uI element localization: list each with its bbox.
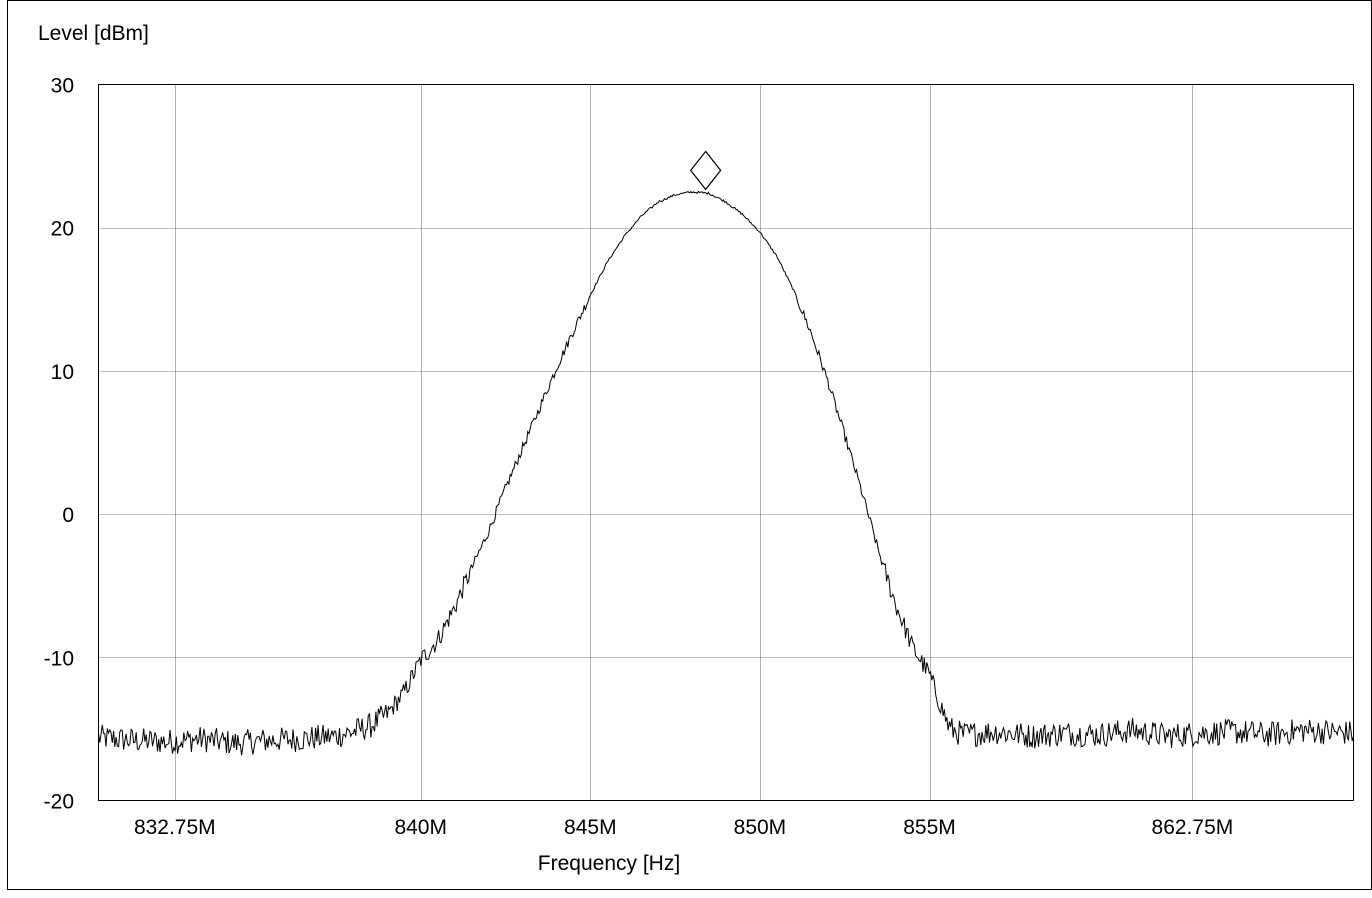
y-tick-label: 30	[51, 75, 74, 98]
y-tick-label: 10	[51, 361, 74, 384]
y-tick-label: 0	[62, 504, 74, 527]
x-tick-label: 840M	[394, 816, 447, 839]
x-tick-label: 845M	[564, 816, 617, 839]
outer-border	[7, 0, 1372, 890]
marker-layer	[689, 150, 722, 191]
x-axis-title: Frequency [Hz]	[538, 852, 680, 875]
x-tick-label: 832.75M	[134, 816, 216, 839]
series-layer	[98, 190, 1354, 756]
x-tick-label: 850M	[734, 816, 787, 839]
y-tick-label: 20	[51, 218, 74, 241]
y-axis-title: Level [dBm]	[38, 22, 149, 45]
x-tick-label: 855M	[903, 816, 956, 839]
peak-marker-icon	[689, 150, 722, 191]
x-tick-label: 862.75M	[1152, 816, 1234, 839]
series-line	[98, 190, 1354, 756]
y-tick-label: -10	[44, 647, 74, 670]
tick-labels: 832.75M 840M 845M 850M 855M 862.75M 30 20 10 0 -10…	[44, 75, 1234, 840]
y-tick-label: -20	[44, 791, 74, 814]
grid-lines	[98, 84, 1354, 801]
plot-area	[98, 84, 1354, 801]
